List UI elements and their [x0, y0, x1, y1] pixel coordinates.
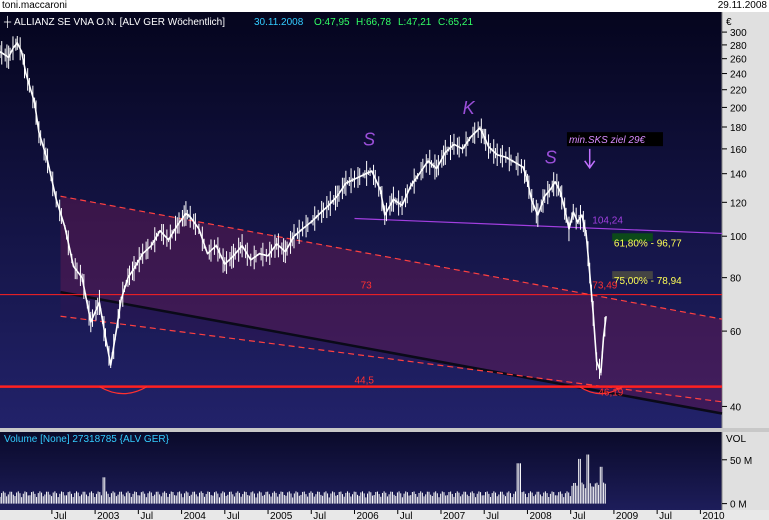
channel-upper-line	[60, 195, 723, 320]
y-axis-panel	[722, 12, 769, 428]
x-tick-label: Jul	[227, 511, 240, 520]
x-tick-label: 2004	[184, 511, 207, 520]
x-tick-label: Jul	[54, 511, 67, 520]
x-tick-label: 2008	[529, 511, 552, 520]
cursor-icon: ┼	[3, 15, 12, 29]
username: toni.maccaroni	[2, 0, 68, 11]
y-tick-label: 60	[730, 327, 742, 338]
quote-open: O:47,95	[314, 17, 350, 28]
currency-label: €	[726, 17, 732, 28]
top-bar: toni.maccaroni 29.11.2008	[0, 0, 769, 12]
arrow-down-icon	[584, 148, 596, 170]
x-tick-label: 2010	[702, 511, 725, 520]
x-tick-label: 2003	[97, 511, 120, 520]
quote-high: H:66,78	[356, 17, 391, 28]
fib-marker	[612, 271, 653, 280]
channel-fill	[60, 196, 722, 414]
x-tick-label: 2006	[357, 511, 380, 520]
y-tick-label: 140	[730, 170, 747, 181]
target-note: min.SKS ziel 29€	[569, 135, 646, 146]
level-value-label: 46,19	[598, 388, 623, 399]
x-tick-label: Jul	[659, 511, 672, 520]
fib-marker	[612, 233, 653, 242]
volume-label: Volume [None] 27318785 {ALV GER}	[4, 434, 170, 445]
pattern-label: K	[463, 98, 476, 118]
level-value-label: 104,24	[592, 216, 623, 227]
y-tick-label: 180	[730, 123, 747, 134]
x-tick-label: 2009	[616, 511, 639, 520]
y-tick-label: 240	[730, 70, 747, 81]
y-tick-label: 160	[730, 145, 747, 156]
header-date: 29.11.2008	[717, 0, 767, 11]
y-tick-label: 80	[730, 274, 742, 285]
y-tick-label: 220	[730, 86, 747, 97]
volume-tick-label: 50 M	[730, 456, 752, 467]
x-tick-label: 2005	[270, 511, 293, 520]
support-arc	[99, 386, 148, 395]
quote-low: L:47,21	[398, 17, 432, 28]
y-tick-label: 280	[730, 41, 747, 52]
pattern-label: S	[363, 129, 375, 149]
x-tick-label: Jul	[573, 511, 586, 520]
quote-date: 30.11.2008	[254, 17, 304, 28]
volume-unit-label: VOL	[726, 434, 746, 445]
x-tick-label: Jul	[486, 511, 499, 520]
y-tick-label: 40	[730, 402, 742, 413]
y-tick-label: 300	[730, 28, 747, 39]
chart-title: ALLIANZ SE VNA O.N. [ALV GER Wöchentlich…	[14, 17, 225, 28]
x-tick-label: Jul	[140, 511, 153, 520]
x-tick-label: Jul	[400, 511, 413, 520]
chart-header: ┼ ALLIANZ SE VNA O.N. [ALV GER Wöchentli…	[3, 15, 473, 29]
level-value-label: 73,49	[592, 280, 617, 291]
note-box	[566, 132, 663, 147]
y-tick-label: 260	[730, 55, 747, 66]
y-tick-label: 200	[730, 103, 747, 114]
x-axis-panel	[0, 510, 769, 520]
y-tick-label: 120	[730, 198, 747, 209]
support-arc	[579, 386, 623, 395]
volume-axis-panel	[722, 432, 769, 510]
fib-label: 75,00% - 78,94	[614, 276, 682, 287]
fib-label: 61,80% - 96,77	[614, 238, 682, 249]
channel-mid-line	[60, 290, 723, 415]
volume-tick-label: 0 M	[730, 500, 747, 511]
level-value-label: 73	[361, 280, 373, 291]
x-tick-label: 2007	[443, 511, 466, 520]
pattern-label: S	[545, 147, 557, 167]
quote-close: C:65,21	[438, 17, 473, 28]
price-chart: 61,80% - 96,77 75,00% - 78,94 S K Smin.SKS …	[0, 12, 769, 520]
y-tick-label: 100	[730, 232, 747, 243]
level-value-label: 44,5	[355, 376, 375, 387]
x-tick-label: Jul	[313, 511, 326, 520]
